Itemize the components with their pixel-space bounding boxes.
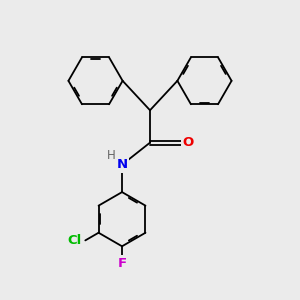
Text: O: O xyxy=(182,136,193,149)
Text: Cl: Cl xyxy=(68,234,82,247)
Text: H: H xyxy=(106,149,115,162)
Text: N: N xyxy=(116,158,128,171)
Text: F: F xyxy=(118,256,127,270)
